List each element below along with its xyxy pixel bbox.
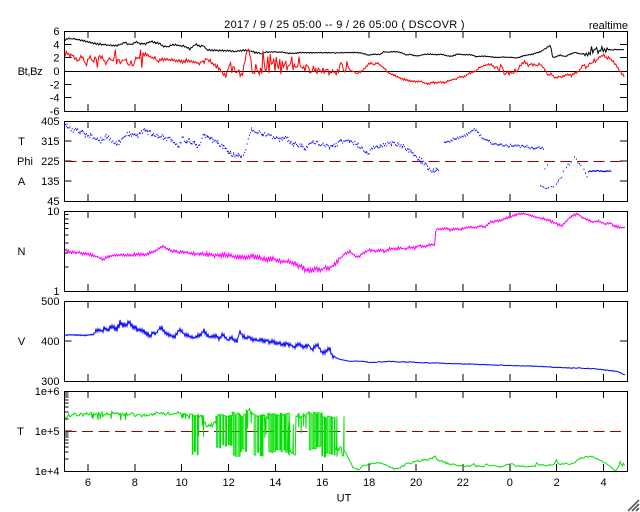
svg-text:2: 2: [53, 53, 59, 65]
svg-text:0: 0: [53, 66, 59, 78]
svg-text:500: 500: [41, 296, 59, 308]
svg-text:2017 / 9 / 25 05:00 -- 9: 2017 / 9 / 25 05:00 -- 9 / 26 05:00 ( DS…: [224, 19, 465, 31]
svg-text:1: 1: [53, 286, 59, 298]
svg-text:1e+6: 1e+6: [35, 386, 60, 398]
svg-text:405: 405: [41, 116, 59, 128]
svg-text:45: 45: [47, 196, 59, 208]
svg-text:10: 10: [176, 477, 188, 489]
svg-text:2: 2: [554, 477, 560, 489]
svg-text:6: 6: [85, 477, 91, 489]
svg-text:4: 4: [601, 477, 607, 489]
svg-text:12: 12: [222, 477, 234, 489]
svg-text:400: 400: [41, 336, 59, 348]
svg-text:4: 4: [53, 39, 59, 51]
svg-text:-6: -6: [50, 106, 60, 118]
svg-text:-2: -2: [50, 79, 60, 91]
svg-text:1e+5: 1e+5: [35, 426, 60, 438]
svg-text:0: 0: [507, 477, 513, 489]
svg-text:20: 20: [410, 477, 422, 489]
svg-text:N: N: [18, 246, 26, 258]
svg-text:300: 300: [41, 376, 59, 388]
svg-text:Bt,Bz: Bt,Bz: [18, 66, 43, 78]
svg-text:T: T: [18, 136, 25, 148]
svg-text:135: 135: [41, 176, 59, 188]
svg-text:16: 16: [316, 477, 328, 489]
svg-text:22: 22: [457, 477, 469, 489]
svg-text:18: 18: [363, 477, 375, 489]
svg-text:Phi: Phi: [17, 156, 33, 168]
svg-text:A: A: [18, 176, 26, 188]
svg-text:10: 10: [47, 206, 59, 218]
svg-text:V: V: [18, 336, 26, 348]
svg-text:realtime: realtime: [589, 20, 628, 32]
svg-text:14: 14: [269, 477, 281, 489]
svg-text:UT: UT: [337, 493, 352, 505]
svg-text:6: 6: [53, 26, 59, 38]
svg-text:1e+4: 1e+4: [35, 466, 60, 478]
svg-text:8: 8: [132, 477, 138, 489]
svg-text:225: 225: [41, 156, 59, 168]
svg-text:315: 315: [41, 136, 59, 148]
svg-text:-4: -4: [50, 93, 60, 105]
svg-text:T: T: [17, 426, 24, 438]
